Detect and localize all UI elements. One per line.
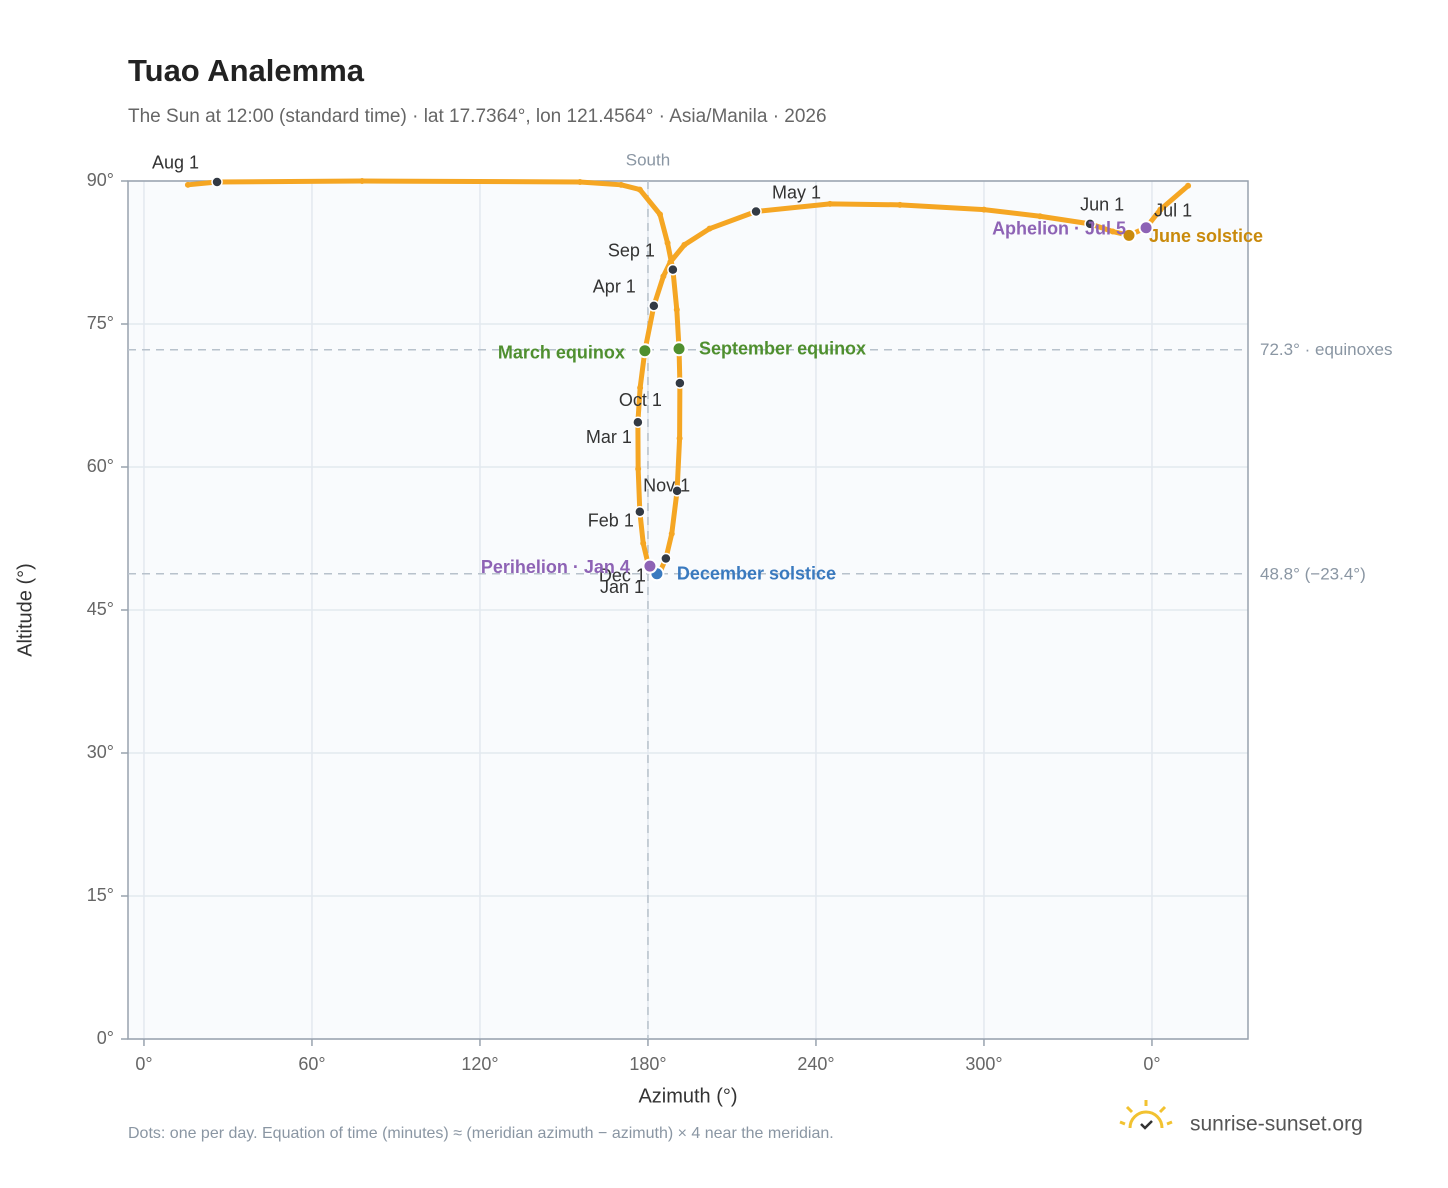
event-dot xyxy=(1138,220,1154,236)
brand-logo xyxy=(1119,1100,1173,1130)
daily-dot xyxy=(576,178,583,185)
month-label: Jul 1 xyxy=(1154,200,1192,220)
daily-dot xyxy=(635,465,642,472)
x-tick-label: 60° xyxy=(298,1054,325,1074)
y-tick-label: 60° xyxy=(87,456,114,476)
footnote: Dots: one per day. Equation of time (min… xyxy=(128,1125,834,1142)
daily-dot xyxy=(637,384,644,391)
daily-dot xyxy=(1157,206,1164,213)
daily-dot xyxy=(673,306,680,313)
daily-dot xyxy=(640,540,647,547)
daily-dot xyxy=(706,225,713,232)
month-dot xyxy=(632,416,644,428)
event-label: Aphelion · Jul 5 xyxy=(992,218,1126,238)
event-label: June solstice xyxy=(1149,226,1263,246)
event-label: September equinox xyxy=(699,339,866,359)
daily-dot xyxy=(896,201,903,208)
x-tick-label: 0° xyxy=(1143,1054,1160,1074)
month-label: Aug 1 xyxy=(152,153,199,173)
x-tick-label: 300° xyxy=(965,1054,1002,1074)
month-label: Mar 1 xyxy=(586,427,632,447)
daily-dot xyxy=(184,181,191,188)
event-label: Perihelion · Jan 4 xyxy=(481,557,630,577)
month-dot xyxy=(1084,218,1096,230)
daily-dot xyxy=(1185,182,1192,189)
reference-label: 72.3° · equinoxes xyxy=(1260,340,1393,359)
month-label: Nov 1 xyxy=(643,476,690,496)
daily-dot xyxy=(618,181,625,188)
month-label: Apr 1 xyxy=(593,277,636,297)
daily-dot xyxy=(980,206,987,213)
daily-dot xyxy=(667,259,674,266)
x-axis-label: Azimuth (°) xyxy=(638,1085,737,1107)
event-label: December solstice xyxy=(677,564,836,584)
month-label: Jan 1 xyxy=(600,577,644,597)
daily-dot xyxy=(636,186,643,193)
brand-name: sunrise-sunset.org xyxy=(1190,1113,1363,1136)
daily-dot xyxy=(676,435,683,442)
month-label: Oct 1 xyxy=(619,390,662,410)
y-tick-label: 90° xyxy=(87,170,114,190)
daily-dot xyxy=(1109,228,1116,235)
daily-dot xyxy=(1036,213,1043,220)
reference-label: 48.8° (−23.4°) xyxy=(1260,564,1366,583)
y-tick-label: 30° xyxy=(87,742,114,762)
month-label: Dec 1 xyxy=(599,565,646,585)
daily-dot xyxy=(668,530,675,537)
month-dot xyxy=(671,485,683,497)
daily-dot xyxy=(681,241,688,248)
event-dot xyxy=(1121,227,1137,243)
daily-dot xyxy=(660,273,667,280)
reference-label: South xyxy=(626,150,670,169)
month-dot xyxy=(211,176,223,188)
x-tick-label: 0° xyxy=(135,1054,152,1074)
event-label: March equinox xyxy=(498,342,625,362)
month-label: Sep 1 xyxy=(608,240,655,260)
month-label: Jun 1 xyxy=(1080,195,1124,215)
event-dot xyxy=(637,343,653,359)
month-dot xyxy=(648,300,660,312)
y-tick-label: 15° xyxy=(87,885,114,905)
month-dot xyxy=(750,205,762,218)
month-label: Feb 1 xyxy=(588,511,634,531)
event-dot xyxy=(671,341,687,357)
x-tick-label: 120° xyxy=(461,1054,498,1074)
month-label: May 1 xyxy=(772,182,821,202)
x-tick-label: 180° xyxy=(629,1054,666,1074)
y-axis-label: Altitude (°) xyxy=(14,563,36,657)
chart-title: Tuao Analemma xyxy=(128,53,365,88)
y-tick-label: 75° xyxy=(87,313,114,333)
event-dot xyxy=(642,558,658,574)
month-dot xyxy=(667,263,679,276)
month-dot xyxy=(674,377,686,389)
y-tick-label: 45° xyxy=(87,599,114,619)
daily-dot xyxy=(826,200,833,207)
month-dot xyxy=(634,506,646,518)
x-tick-label: 240° xyxy=(797,1054,834,1074)
daily-dot xyxy=(657,211,663,218)
plot-frame xyxy=(127,180,1249,1040)
daily-dot xyxy=(664,239,671,246)
daily-dot xyxy=(359,178,366,184)
y-tick-label: 0° xyxy=(97,1028,114,1048)
month-dot xyxy=(660,552,672,565)
chart-subtitle: The Sun at 12:00 (standard time) · lat 1… xyxy=(128,106,827,127)
